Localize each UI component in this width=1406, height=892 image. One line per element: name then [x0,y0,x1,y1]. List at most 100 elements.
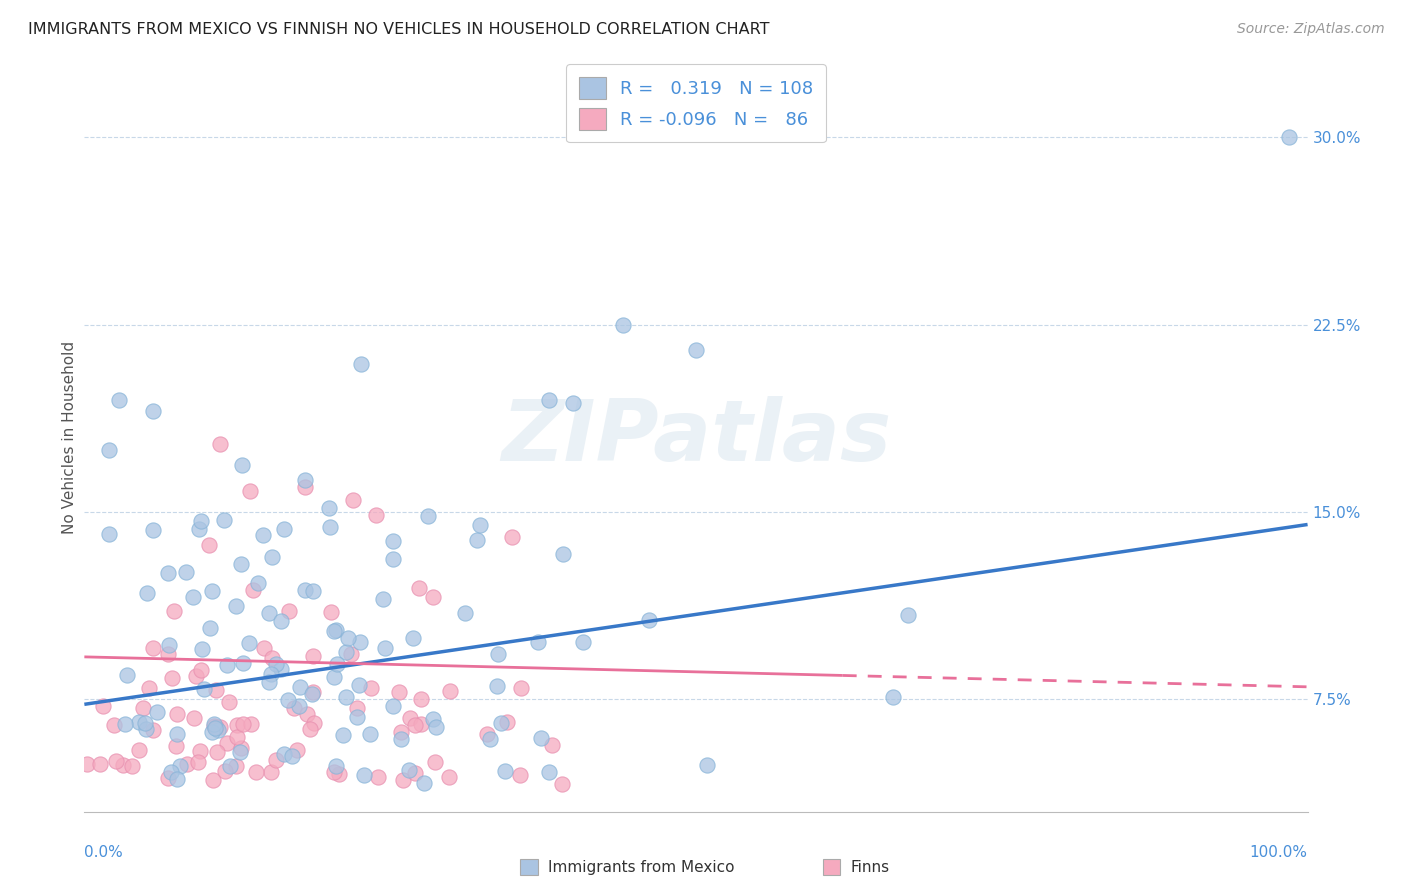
Point [231,557,253,571]
Point [97,442,120,457]
Point [638,614,661,628]
Point [134,715,156,730]
Point [299,722,322,736]
Point [273,523,295,537]
Point [157,566,180,580]
Point [290,680,312,694]
Point [502,530,524,544]
Point [176,757,198,772]
Point [239,484,262,499]
Point [184,669,207,683]
Point [238,635,260,649]
Point [287,699,309,714]
Legend: R =   0.319   N = 108, R = -0.096   N =   86: R = 0.319 N = 108, R = -0.096 N = 86 [567,64,825,143]
Point [398,763,420,777]
Point [115,668,138,682]
Point [107,392,129,407]
Point [346,700,368,714]
Point [190,663,212,677]
Point [347,678,370,692]
Point [253,641,276,656]
Point [422,590,444,604]
Point [319,605,342,619]
Point [231,458,253,472]
Point [359,726,381,740]
Point [404,765,426,780]
Point [157,647,180,661]
Point [439,684,461,698]
Point [301,687,323,701]
Point [264,753,287,767]
Point [259,667,281,681]
Point [897,607,920,622]
Point [332,728,354,742]
Point [495,715,517,730]
Point [422,712,444,726]
Point [215,658,238,673]
Point [205,745,228,759]
Point [437,770,460,784]
Point [252,528,274,542]
Point [257,606,280,620]
Point [278,604,301,618]
Point [212,513,235,527]
Point [157,639,180,653]
Point [285,743,308,757]
Point [191,641,214,656]
Point [111,758,134,772]
Point [198,538,221,552]
Point [335,645,357,659]
Point [371,591,394,606]
Point [364,508,387,523]
Point [389,725,412,739]
Point [494,764,516,779]
Point [260,651,283,665]
Point [138,681,160,695]
Point [205,682,228,697]
Point [76,756,98,771]
Point [360,681,382,695]
Point [187,755,209,769]
Point [283,701,305,715]
Point [453,606,475,620]
Point [198,621,221,635]
Point [204,721,226,735]
Point [219,759,242,773]
Point [367,770,389,784]
Point [231,717,253,731]
Point [409,692,432,706]
Point [209,720,232,734]
Point [218,695,240,709]
Point [202,716,225,731]
Point [201,584,224,599]
Point [240,717,263,731]
Point [302,685,325,699]
Point [166,727,188,741]
Point [202,719,225,733]
Point [142,404,165,418]
Point [104,754,127,768]
Point [142,640,165,655]
Text: ZIPatlas: ZIPatlas [501,395,891,479]
Point [260,549,283,564]
Point [551,547,574,561]
Point [231,740,253,755]
Point [485,679,508,693]
Point [323,670,346,684]
Point [612,318,634,332]
Point [132,700,155,714]
Point [322,765,344,780]
Point [245,764,267,779]
Point [425,720,447,734]
Point [325,623,347,637]
Point [226,717,249,731]
Point [302,715,325,730]
Point [404,718,426,732]
Point [202,773,225,788]
Point [408,582,430,596]
Point [97,527,120,541]
Point [135,722,157,736]
Point [319,520,342,534]
Point [696,758,718,772]
Point [389,731,412,746]
